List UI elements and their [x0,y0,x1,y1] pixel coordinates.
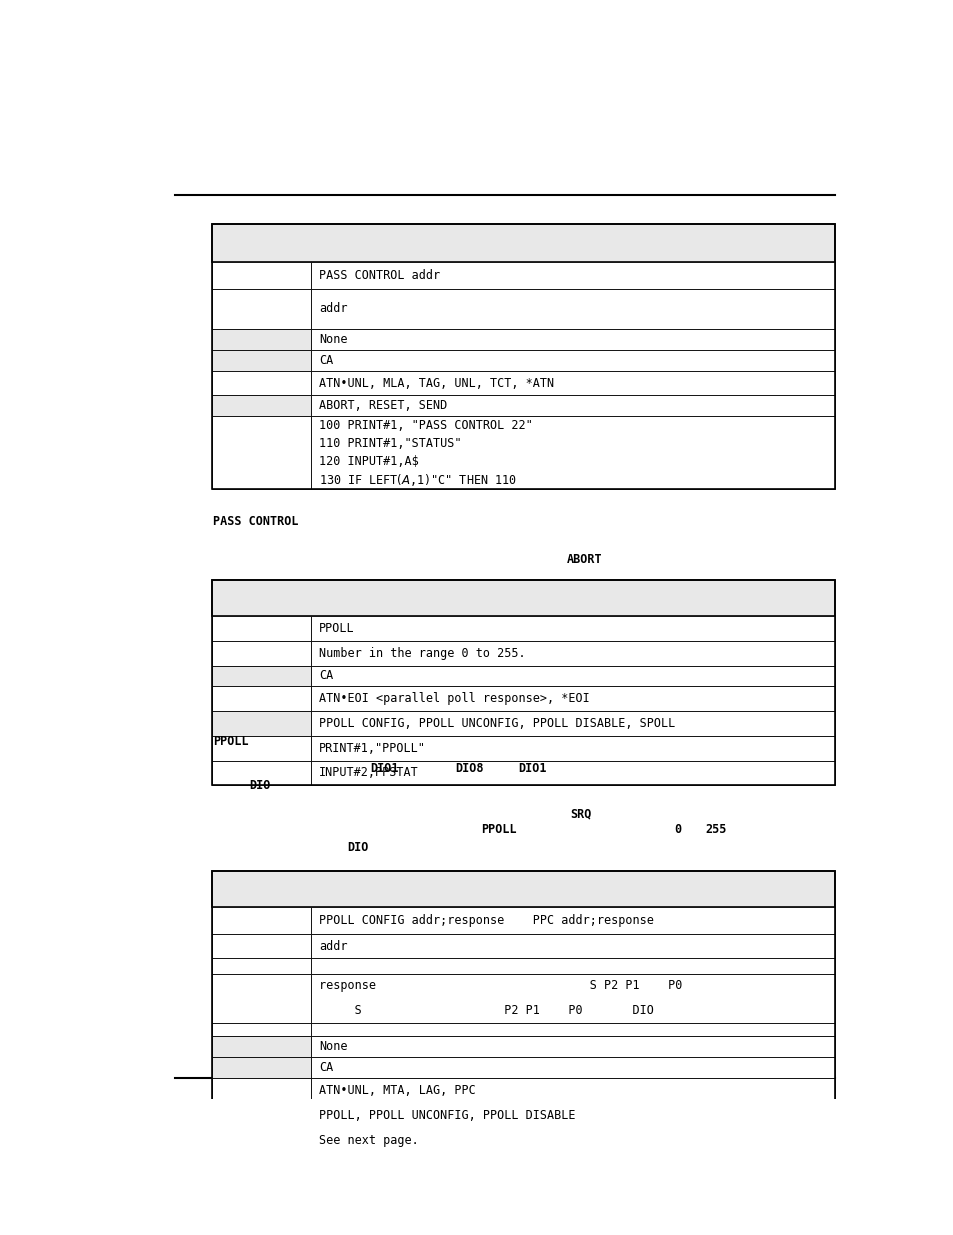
Bar [212,416,311,489]
Bar [311,906,834,934]
Bar [212,580,834,785]
Bar [212,580,834,616]
Text: ABORT, RESET, SEND: ABORT, RESET, SEND [318,399,447,412]
Text: CA: CA [318,1061,333,1074]
Text: PASS CONTROL: PASS CONTROL [213,515,298,529]
Bar [212,687,311,711]
Bar [212,1128,311,1152]
Bar [212,736,311,761]
Bar [311,350,834,370]
Bar [212,958,311,973]
Bar [311,1057,834,1078]
Text: PPOLL, PPOLL UNCONFIG, PPOLL DISABLE: PPOLL, PPOLL UNCONFIG, PPOLL DISABLE [318,1109,575,1121]
Text: ATN•UNL, MTA, LAG, PPC: ATN•UNL, MTA, LAG, PPC [318,1084,476,1097]
Text: 110 PRINT#1,"STATUS": 110 PRINT#1,"STATUS" [318,437,461,450]
Text: 100 PRINT#1, "PASS CONTROL 22": 100 PRINT#1, "PASS CONTROL 22" [318,419,532,432]
Bar [311,711,834,736]
Bar [311,329,834,350]
Text: addr: addr [318,303,347,315]
Bar [311,416,834,489]
Text: PPOLL CONFIG addr;response    PPC addr;response: PPOLL CONFIG addr;response PPC addr;resp… [318,914,653,927]
Text: DIO8: DIO8 [456,762,483,774]
Text: INPUT#2,PPSTAT: INPUT#2,PPSTAT [318,767,418,779]
Bar [311,958,834,973]
Text: CA: CA [318,669,333,683]
Bar [212,871,834,906]
Text: DIO: DIO [249,779,271,792]
Bar [212,225,834,262]
Bar [212,711,311,736]
Bar [212,871,834,1152]
Bar [212,262,311,289]
Bar [311,934,834,958]
Bar [212,395,311,416]
Bar [212,329,311,350]
Text: DIO: DIO [347,841,368,853]
Text: 130 IF LEFT$(A$,1)"C" THEN 110: 130 IF LEFT$(A$,1)"C" THEN 110 [318,472,517,488]
Text: DIO1: DIO1 [370,762,398,774]
Text: 255: 255 [705,823,726,836]
Bar [311,761,834,785]
Text: ATN•EOI <parallel poll response>, *EOI: ATN•EOI <parallel poll response>, *EOI [318,693,589,705]
Text: PASS CONTROL addr: PASS CONTROL addr [318,269,439,282]
Bar [212,973,311,1023]
Text: PPOLL CONFIG, PPOLL UNCONFIG, PPOLL DISABLE, SPOLL: PPOLL CONFIG, PPOLL UNCONFIG, PPOLL DISA… [318,718,675,730]
Bar [311,666,834,687]
Bar [311,1103,834,1128]
Bar [311,1036,834,1057]
Bar [212,616,311,641]
Text: ABORT: ABORT [566,553,601,567]
Text: 0: 0 [673,823,680,836]
Text: PPOLL: PPOLL [481,823,517,836]
Bar [212,1103,311,1128]
Bar [212,225,834,489]
Text: PRINT#1,"PPOLL": PRINT#1,"PPOLL" [318,742,425,755]
Bar [212,666,311,687]
Text: addr: addr [318,940,347,952]
Text: None: None [318,1040,347,1053]
Text: S                    P2 P1    P0       DIO: S P2 P1 P0 DIO [318,1004,653,1018]
Bar [311,1128,834,1152]
Bar [311,370,834,395]
Bar [311,641,834,666]
Text: PPOLL: PPOLL [213,735,249,748]
Text: response                              S P2 P1    P0: response S P2 P1 P0 [318,979,681,993]
Bar [311,736,834,761]
Text: See next page.: See next page. [318,1134,418,1146]
Bar [212,641,311,666]
Text: PPOLL: PPOLL [318,622,355,635]
Bar [311,973,834,1023]
Text: SRQ: SRQ [570,808,591,820]
Bar [311,395,834,416]
Text: ATN•UNL, MLA, TAG, UNL, TCT, *ATN: ATN•UNL, MLA, TAG, UNL, TCT, *ATN [318,377,554,389]
Bar [212,906,311,934]
Bar [311,616,834,641]
Bar [212,934,311,958]
Bar [212,1023,311,1036]
Text: None: None [318,333,347,346]
Bar [311,687,834,711]
Bar [311,1078,834,1103]
Text: Number in the range 0 to 255.: Number in the range 0 to 255. [318,647,525,659]
Bar [311,289,834,329]
Bar [212,1078,311,1103]
Bar [212,350,311,370]
Text: CA: CA [318,353,333,367]
Bar [212,1036,311,1057]
Bar [311,1023,834,1036]
Bar [311,262,834,289]
Text: DIO1: DIO1 [518,762,546,774]
Bar [212,370,311,395]
Bar [212,289,311,329]
Bar [212,1057,311,1078]
Text: 120 INPUT#1,A$: 120 INPUT#1,A$ [318,454,418,468]
Bar [212,761,311,785]
